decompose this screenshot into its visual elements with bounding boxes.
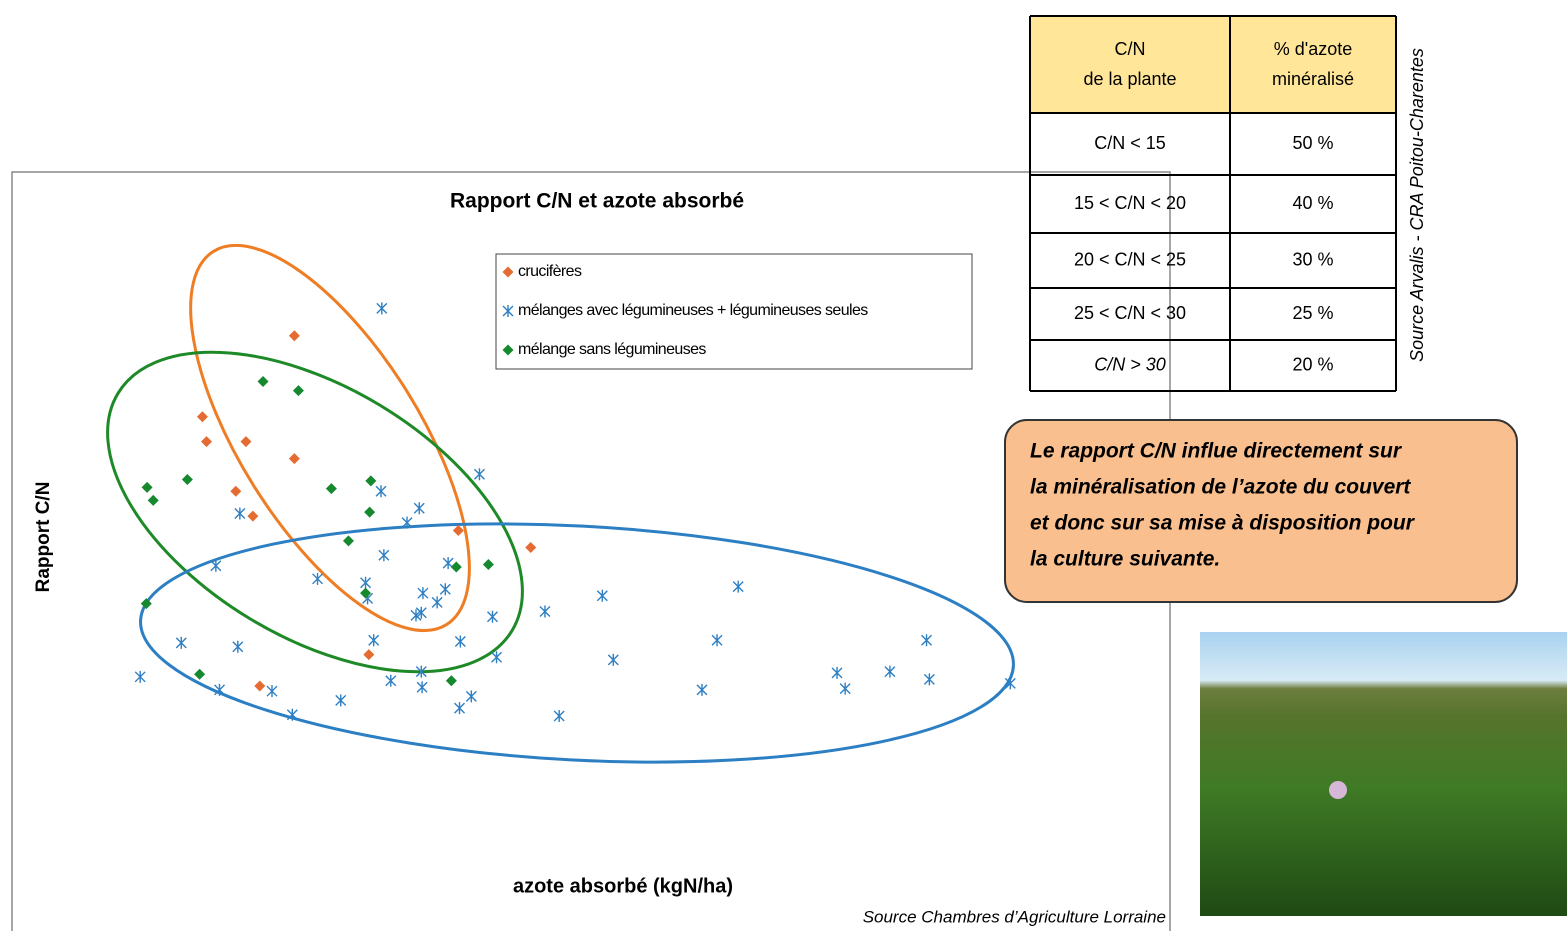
table-cell: C/N < 15 (1094, 133, 1166, 153)
legend-label: mélanges avec légumineuses + légumineuse… (518, 302, 868, 319)
callout-text: la culture suivante. (1030, 548, 1220, 571)
table-cell: 15 < C/N < 20 (1074, 193, 1186, 213)
legend-label: mélange sans légumineuses (518, 341, 706, 358)
table-header: minéralisé (1272, 69, 1354, 89)
chart-title: Rapport C/N et azote absorbé (450, 190, 744, 213)
callout-text: Le rapport C/N influe directement sur (1030, 440, 1403, 463)
table-cell: 50 % (1292, 133, 1333, 153)
source: Source Chambres d’Agriculture Lorraine (863, 907, 1166, 926)
table-source: Source Arvalis - CRA Poitou-Charentes (1407, 48, 1427, 362)
table-header: % d'azote (1274, 39, 1353, 59)
table-header: C/N (1115, 39, 1146, 59)
table-header-bg (1030, 16, 1396, 113)
table-cell: 30 % (1292, 249, 1333, 269)
table-cell: 40 % (1292, 193, 1333, 213)
table-cell: 20 < C/N < 25 (1074, 249, 1186, 269)
photo-flower (1329, 781, 1347, 799)
table-cell: 20 % (1292, 354, 1333, 374)
callout-text: et donc sur sa mise à disposition pour (1030, 512, 1416, 535)
table-header: de la plante (1083, 69, 1176, 89)
table-cell: 25 < C/N < 30 (1074, 303, 1186, 323)
y-axis-title: Rapport C/N (33, 482, 54, 593)
table-cell: 25 % (1292, 303, 1333, 323)
callout-text: la minéralisation de l’azote du couvert (1030, 476, 1411, 499)
photo (1200, 632, 1567, 916)
legend-label: crucifères (518, 263, 582, 280)
table-cell: C/N > 30 (1094, 354, 1166, 374)
slide: Rapport C/N et azote absorbé azote absor… (0, 0, 1567, 931)
page: {"chart_data": {"type": "scatter", "titl… (0, 0, 1567, 931)
x-axis-title: azote absorbé (kgN/ha) (513, 875, 733, 897)
